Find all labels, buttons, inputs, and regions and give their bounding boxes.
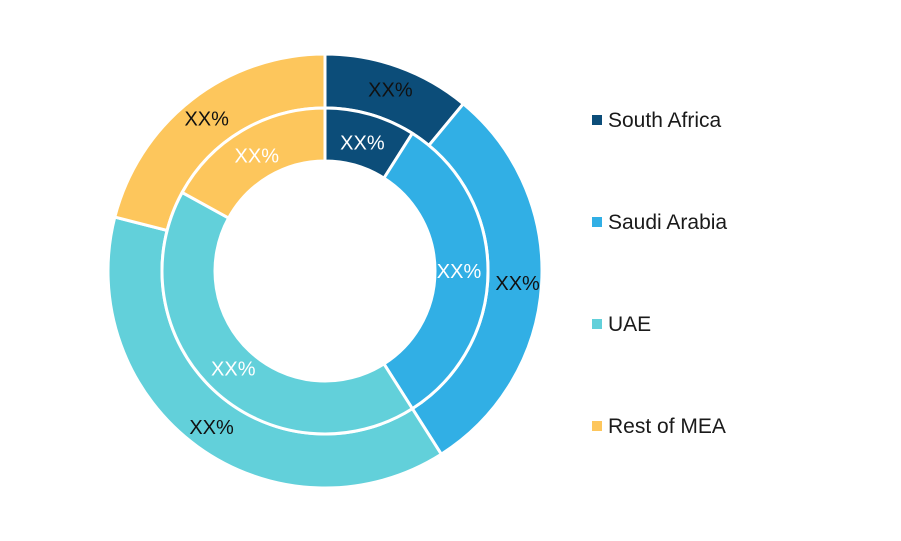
legend-swatch-uae	[592, 319, 602, 329]
ring-2-label-saudi-arabia: XX%	[437, 261, 482, 283]
legend-label-uae: UAE	[608, 313, 652, 336]
legend-label-saudi-arabia: Saudi Arabia	[608, 211, 728, 234]
legend-item-saudi-arabia: Saudi Arabia	[592, 210, 727, 236]
legend-swatch-rest-of-mea	[592, 421, 602, 431]
ring-1-label-saudi-arabia: XX%	[495, 273, 540, 295]
ring-2-label-rest-of-mea: XX%	[235, 146, 280, 168]
ring-1-label-uae: XX%	[189, 417, 234, 439]
ring-2-label-uae: XX%	[211, 359, 256, 381]
legend-item-rest-of-mea: Rest of MEA	[592, 414, 726, 440]
ring-2-slice-uae	[160, 190, 415, 436]
legend-label-south-africa: South Africa	[608, 109, 722, 132]
legend-swatch-saudi-arabia	[592, 217, 602, 227]
ring-2-label-south-africa: XX%	[340, 132, 385, 154]
legend-item-south-africa: South Africa	[592, 108, 721, 134]
legend-label-rest-of-mea: Rest of MEA	[608, 415, 726, 438]
ring-2-slice-rest-of-mea	[180, 106, 327, 221]
legend-swatch-south-africa	[592, 115, 602, 125]
ring-1-slice-uae	[106, 215, 444, 490]
ring-1-label-south-africa: XX%	[368, 79, 413, 101]
ring-2-slice-saudi-arabia	[381, 131, 490, 411]
legend-item-uae: UAE	[592, 312, 651, 338]
ring-1-label-rest-of-mea: XX%	[184, 109, 229, 131]
